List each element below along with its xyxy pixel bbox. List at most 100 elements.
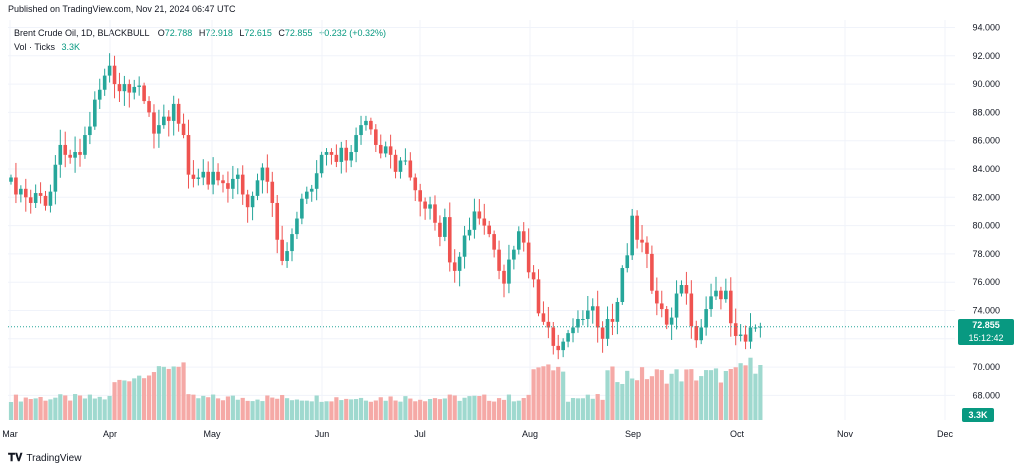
volume-bar xyxy=(349,399,354,420)
candle-body xyxy=(536,279,541,314)
volume-bar xyxy=(595,394,600,420)
volume-bar xyxy=(462,397,467,420)
volume-bar xyxy=(260,401,265,420)
candle-body xyxy=(541,313,546,322)
legend-change: +0.232 (+0.32%) xyxy=(318,28,387,38)
candle-body xyxy=(280,239,284,261)
candle-body xyxy=(88,126,92,136)
volume-bar xyxy=(270,397,275,420)
x-tick-label: Nov xyxy=(837,429,854,439)
volume-bar xyxy=(713,368,719,420)
legend-volume-label[interactable]: Vol · Ticks xyxy=(14,42,56,52)
candle-body xyxy=(650,253,654,291)
candle-body xyxy=(33,193,38,203)
candle-body xyxy=(290,234,294,252)
volume-bar xyxy=(28,399,33,420)
volume-bar xyxy=(13,394,19,420)
volume-bar xyxy=(378,397,383,420)
volume-bar xyxy=(704,370,709,420)
candle-body xyxy=(270,181,275,203)
volume-bar xyxy=(329,401,334,420)
volume-bar xyxy=(358,397,364,420)
time-axis[interactable]: Mar Apr May Jun Jul Aug Sep Oct Nov Dec xyxy=(2,429,953,439)
volume-bar xyxy=(506,394,512,420)
candle-body xyxy=(561,341,565,351)
candle-body xyxy=(314,173,319,189)
candle-body xyxy=(615,302,620,322)
candle-body xyxy=(97,89,102,100)
chart-grid xyxy=(8,20,955,420)
candle-body xyxy=(349,152,353,161)
candle-body xyxy=(68,154,72,158)
candle-body xyxy=(512,249,516,260)
candle-body xyxy=(413,177,418,191)
candle-body xyxy=(457,256,462,271)
candle-body xyxy=(255,180,260,196)
candle-body xyxy=(265,167,270,182)
volume-bar xyxy=(363,400,369,420)
candle-body xyxy=(743,334,748,342)
candle-body xyxy=(221,180,225,184)
candle-body xyxy=(147,101,151,113)
candle-body xyxy=(625,255,630,269)
x-tick-label: Oct xyxy=(730,429,745,439)
volume-bar xyxy=(240,397,245,420)
volume-bar xyxy=(388,396,393,420)
volume-bar xyxy=(314,395,319,420)
y-tick-label: 70.000 xyxy=(972,362,1000,372)
volume-bar xyxy=(368,401,373,420)
volume-bar xyxy=(334,397,339,420)
legend-symbol[interactable]: Brent Crude Oil, 1D, BLACKBULL xyxy=(14,28,150,38)
candle-body xyxy=(586,310,590,319)
volume-bar xyxy=(413,401,418,420)
candle-body xyxy=(309,188,314,192)
x-tick-label: Apr xyxy=(103,429,117,439)
candle-body xyxy=(43,195,48,206)
volume-bar xyxy=(112,382,117,420)
volume-bar xyxy=(102,399,107,420)
volume-bar xyxy=(526,394,531,420)
volume-bar xyxy=(654,369,659,420)
x-tick-label: Dec xyxy=(937,429,954,439)
candle-body xyxy=(48,191,53,206)
candle-body xyxy=(748,327,753,342)
candle-body xyxy=(107,65,112,76)
volume-bar xyxy=(723,370,728,420)
candle-body xyxy=(581,318,585,320)
candle-body xyxy=(19,188,23,195)
volume-bar xyxy=(600,399,605,420)
volume-bar xyxy=(373,400,378,420)
candle-body xyxy=(447,217,452,263)
candle-body xyxy=(137,85,141,87)
candle-body xyxy=(630,215,634,256)
candle-body xyxy=(462,235,467,257)
candle-body xyxy=(398,160,403,172)
candle-body xyxy=(83,135,87,155)
volume-bar xyxy=(639,367,645,420)
candle-body xyxy=(566,333,570,342)
legend-l-value: 72.615 xyxy=(244,28,272,38)
volume-bar xyxy=(206,397,211,420)
candle-body xyxy=(339,147,344,162)
candle-body xyxy=(295,218,299,235)
candle-body xyxy=(669,317,674,325)
bar-countdown: 15:12:42 xyxy=(968,333,1004,343)
price-axis[interactable]: 94.000 92.000 90.000 88.000 86.000 84.000 82.0… xyxy=(972,23,1000,401)
candle-body xyxy=(63,144,68,155)
candle-body xyxy=(679,285,684,294)
candle-body xyxy=(14,177,18,195)
volume-bar xyxy=(501,399,507,420)
candle-body xyxy=(260,167,265,181)
candle-body xyxy=(157,125,161,134)
y-tick-label: 94.000 xyxy=(972,23,1000,33)
volume-bar xyxy=(708,370,714,420)
volume-bar xyxy=(556,366,561,420)
candle-body xyxy=(738,334,743,336)
tradingview-logo-icon: 𝐓𝐕 xyxy=(8,452,23,464)
volume-bar xyxy=(432,398,438,420)
volume-bar xyxy=(452,395,457,420)
volume-bar xyxy=(718,382,724,420)
candle-body xyxy=(369,120,373,130)
volume-bar xyxy=(398,401,403,420)
